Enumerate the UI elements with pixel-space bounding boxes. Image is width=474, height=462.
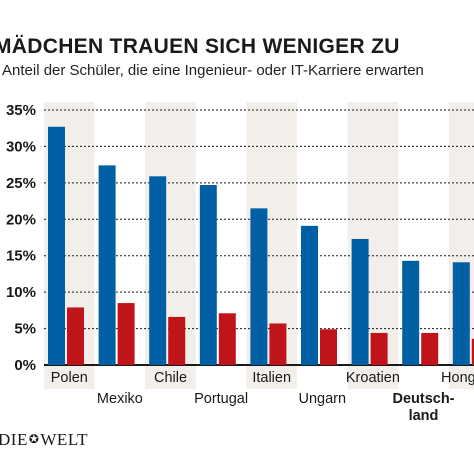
- category-label-line: Portugal: [194, 391, 248, 407]
- category-label-line: land: [409, 408, 439, 424]
- category-label: Mexiko: [97, 391, 143, 407]
- y-tick-label: 5%: [14, 321, 36, 338]
- category-label: Ungarn: [299, 391, 347, 407]
- y-tick-label: 30%: [6, 138, 36, 155]
- y-tick-label: 15%: [6, 248, 36, 265]
- bar-series-1: [351, 238, 369, 365]
- bar-series-2: [218, 313, 236, 365]
- y-tick-label: 25%: [6, 175, 36, 192]
- bar-series-2: [320, 329, 337, 365]
- category-label-line: Kroatien: [346, 370, 400, 386]
- bar-series-1: [48, 126, 65, 365]
- y-tick-labels: 0% 5% 10% 15% 20% 25% 30% 35%: [6, 102, 36, 374]
- bars: [48, 126, 474, 365]
- bar-series-1: [452, 262, 470, 365]
- bar-series-1: [402, 260, 420, 365]
- category-label: Portugal: [194, 391, 248, 407]
- chart-subtitle: Anteil der Schüler, die eine Ingenieur- …: [2, 62, 424, 79]
- bar-series-2: [421, 332, 439, 365]
- bar-series-2: [117, 303, 135, 365]
- bar-series-1: [301, 225, 318, 365]
- category-label-line: Deutsch-: [392, 391, 454, 407]
- logo-text-right: WELT: [40, 430, 89, 449]
- bar-series-1: [149, 176, 167, 365]
- category-label: Kroatien: [346, 370, 400, 386]
- category-label: Polen: [51, 370, 88, 386]
- category-label-line: Hongkong: [441, 370, 474, 386]
- category-label-line: Polen: [51, 370, 88, 386]
- die-welt-logo: DIE✪WELT: [0, 430, 88, 450]
- category-label-line: Italien: [252, 370, 291, 386]
- bar-series-1: [250, 208, 268, 365]
- bar-series-1: [199, 185, 217, 365]
- category-label: Chile: [154, 370, 187, 386]
- eagle-seal-icon: ✪: [28, 432, 40, 446]
- category-label-line: Mexiko: [97, 391, 143, 407]
- chart-title: MÄDCHEN TRAUEN SICH WENIGER ZU: [0, 35, 400, 58]
- logo-text-left: DIE: [0, 430, 28, 449]
- category-label: Italien: [252, 370, 291, 386]
- bar-series-2: [471, 338, 474, 365]
- y-tick-label: 35%: [6, 102, 36, 119]
- y-tick-label: 0%: [14, 357, 36, 374]
- y-tick-label: 20%: [6, 211, 36, 228]
- category-label: Hongkong: [441, 370, 474, 386]
- category-label-line: Ungarn: [299, 391, 347, 407]
- y-tick-label: 10%: [6, 284, 36, 301]
- bar-series-2: [370, 332, 388, 365]
- category-label-line: Chile: [154, 370, 187, 386]
- bar-series-2: [269, 323, 287, 365]
- category-label: Deutsch-land: [392, 391, 454, 424]
- bar-series-2: [67, 307, 84, 365]
- bar-series-1: [98, 165, 116, 365]
- bar-series-2: [168, 316, 186, 365]
